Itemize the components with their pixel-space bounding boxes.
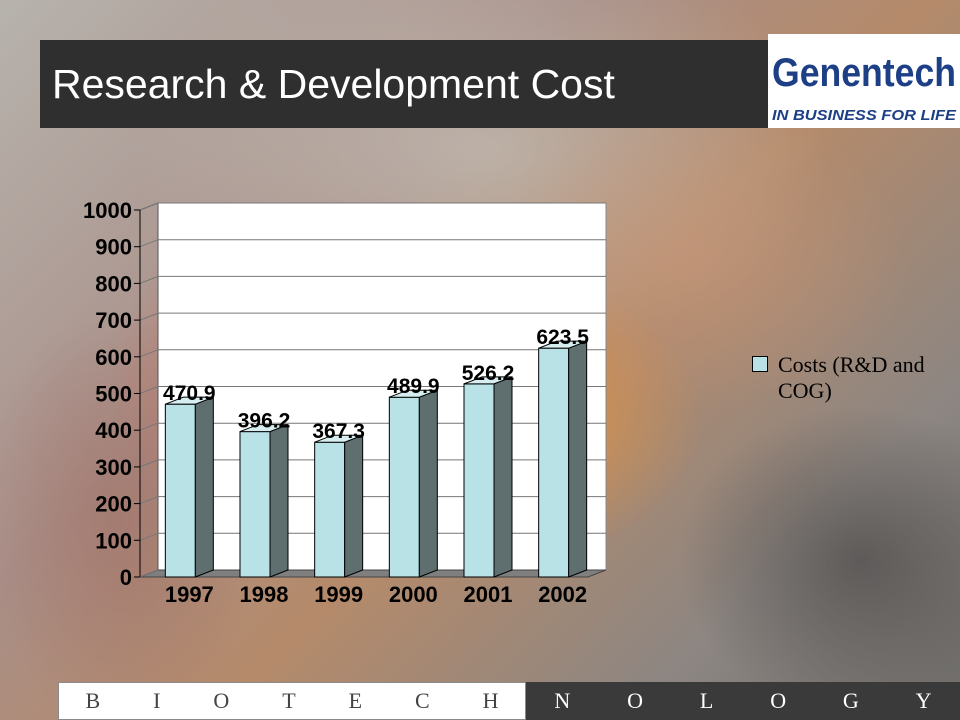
ytick-label-100: 100: [95, 528, 132, 553]
data-label-1997: 470.9: [163, 382, 216, 405]
gridline-side-500: [139, 386, 159, 394]
xtick-label-1997: 1997: [165, 582, 214, 607]
xtick-label-1998: 1998: [240, 582, 289, 607]
footer-letter-left-4: E: [348, 688, 363, 713]
bar-side-2001: [493, 376, 513, 578]
xtick-label-2002: 2002: [538, 582, 587, 607]
gridline-side-200: [139, 496, 159, 505]
bar-front-1997: [164, 403, 196, 578]
genentech-logo: Genentech IN BUSINESS FOR LIFE: [768, 34, 960, 128]
bar-side-1999: [344, 434, 364, 578]
footer-letter-left-5: C: [414, 688, 430, 713]
bar-side-2002: [568, 340, 588, 578]
footer-letter-left-1: I: [153, 688, 161, 713]
bar-top-2000: [389, 389, 438, 398]
logo-tagline: IN BUSINESS FOR LIFE: [772, 107, 957, 124]
footer-letter-right-2: L: [699, 688, 714, 713]
bar-top-1998: [239, 424, 289, 433]
bar-front-2001: [463, 383, 495, 578]
ytick-label-0: 0: [120, 565, 132, 590]
footer-letter-left-6: H: [482, 688, 499, 713]
footer-letter-right-5: Y: [915, 688, 932, 713]
ytick-label-900: 900: [95, 235, 132, 260]
bar-side-1997: [194, 396, 214, 578]
legend-label: Costs (R&D and COG): [778, 352, 925, 403]
gridline-side-0: [139, 569, 159, 578]
ytick-label-600: 600: [95, 345, 132, 370]
chart-axes: 0 100 200 300 400 500 600 700 800 900 1000: [83, 198, 141, 590]
bar-side-2000: [418, 389, 438, 578]
xtick-label-2000: 2000: [389, 582, 438, 607]
legend-swatch: [752, 356, 768, 372]
ytick-label-1000: 1000: [83, 198, 132, 223]
ytick-label-200: 200: [95, 492, 132, 517]
data-label-2002: 623.5: [536, 326, 589, 349]
gridline-side-900: [139, 239, 159, 248]
bar-front-1999: [314, 441, 346, 578]
data-label-1998: 396.2: [238, 410, 291, 433]
gridline-side-100: [139, 532, 159, 541]
bar-top-1999: [314, 434, 363, 443]
footer-letter-right-1: O: [627, 688, 644, 713]
bar-front-1998: [239, 431, 271, 578]
bar-front-2002: [538, 347, 570, 578]
gridline-side-300: [139, 459, 159, 468]
bar-top-2002: [538, 340, 587, 349]
footer-letter-right-4: G: [842, 688, 859, 713]
bar-side-1998: [269, 423, 289, 578]
title-bar: Research & Development Cost: [40, 40, 768, 128]
ytick-label-700: 700: [95, 308, 132, 333]
bar-top-1997: [165, 396, 214, 405]
logo-wordmark: Genentech: [772, 51, 956, 95]
gridline-side-700: [139, 312, 159, 321]
ytick-label-300: 300: [95, 455, 132, 480]
data-label-2001: 526.2: [462, 362, 515, 385]
gridline-side-400: [139, 422, 159, 431]
footer-letter-left-0: B: [85, 688, 101, 713]
footer-letter-left-3: T: [282, 688, 296, 713]
logo-graphic: Genentech IN BUSINESS FOR LIFE: [772, 51, 957, 124]
gridline-side-600: [139, 349, 159, 358]
xtick-label-2001: 2001: [464, 582, 513, 607]
chart-bars: [164, 340, 588, 578]
footer-letter-right-3: O: [770, 688, 787, 713]
chart-labels: 470.9 1997 396.2 1998 367.3 1999 489.9 2000 526.…: [163, 326, 589, 607]
data-label-1999: 367.3: [312, 420, 365, 443]
data-label-2000: 489.9: [387, 375, 440, 398]
footer-letter-right-0: N: [554, 688, 571, 713]
ytick-label-800: 800: [95, 271, 132, 296]
xtick-label-1999: 1999: [314, 582, 363, 607]
footer-letter-left-2: O: [213, 688, 230, 713]
ytick-label-500: 500: [95, 382, 132, 407]
ytick-label-400: 400: [95, 418, 132, 443]
page-title: Research & Development Cost: [52, 60, 615, 107]
gridline-side-1000: [139, 202, 159, 211]
gridline-side-800: [139, 275, 159, 284]
bar-front-2000: [388, 396, 420, 578]
bar-top-2001: [463, 376, 513, 385]
